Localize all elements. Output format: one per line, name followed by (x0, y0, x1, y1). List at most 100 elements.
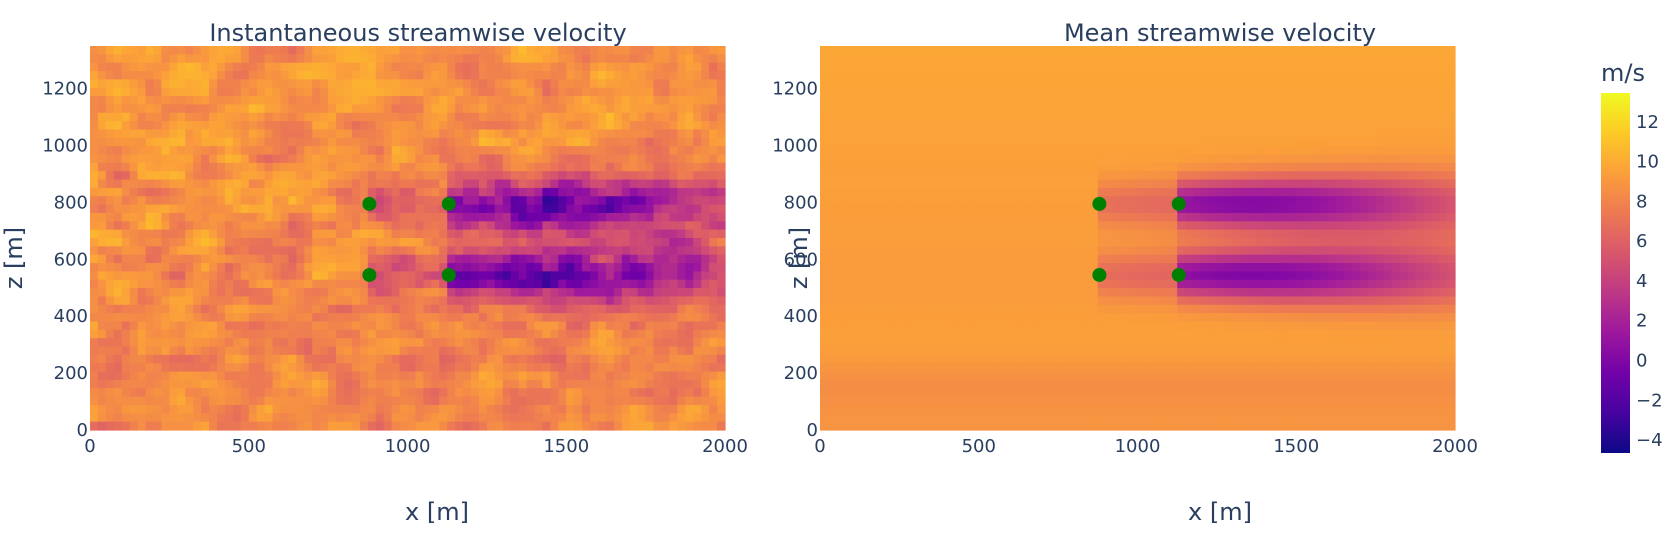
turbine-marker (362, 267, 377, 282)
heatmap-cell (97, 129, 107, 139)
heatmap-cell (1018, 96, 1027, 106)
heatmap-cell (621, 379, 631, 389)
heatmap-cell (661, 413, 671, 423)
heatmap-cell (193, 79, 202, 89)
heatmap-cell (145, 221, 155, 231)
heatmap-cell (217, 196, 226, 206)
heatmap-cell (1137, 54, 1147, 64)
heatmap-cell (629, 238, 639, 247)
heatmap-cell (224, 212, 234, 222)
heatmap-cell (423, 296, 432, 306)
heatmap-cell (1177, 162, 1186, 172)
heatmap-cell (550, 413, 559, 423)
heatmap-cell (153, 404, 163, 414)
heatmap-cell (574, 62, 583, 72)
heatmap-cell (280, 413, 290, 423)
heatmap-cell (677, 104, 686, 114)
heatmap-cell (605, 46, 615, 55)
heatmap-cell (867, 71, 877, 80)
heatmap-cell (1097, 62, 1107, 72)
heatmap-cell (399, 371, 409, 381)
heatmap-cell (145, 62, 155, 72)
heatmap-cell (1089, 112, 1099, 122)
heatmap-cell (590, 121, 599, 131)
heatmap-cell (534, 229, 544, 239)
heatmap-cell (1264, 112, 1274, 122)
heatmap-cell (431, 221, 440, 231)
heatmap-cell (193, 87, 202, 97)
heatmap-cell (986, 171, 996, 181)
heatmap-cell (1320, 87, 1329, 97)
heatmap-cell (1232, 154, 1242, 164)
heatmap-cell (502, 271, 512, 281)
heatmap-cell (217, 421, 226, 431)
heatmap-cell (1320, 146, 1329, 156)
heatmap-cell (605, 146, 615, 156)
heatmap-cell (494, 204, 504, 214)
heatmap-cell (677, 79, 686, 89)
heatmap-cell (835, 62, 845, 72)
heatmap-cell (90, 87, 99, 97)
heatmap-cell (574, 171, 583, 181)
heatmap-cell (137, 71, 147, 80)
heatmap-cell (375, 62, 385, 72)
heatmap-cell (224, 54, 234, 64)
heatmap-cell (439, 388, 448, 398)
heatmap-cell (613, 413, 623, 423)
heatmap-cell (312, 254, 321, 264)
heatmap-cell (391, 371, 401, 381)
heatmap-cell (621, 404, 631, 414)
heatmap-cell (336, 304, 345, 314)
heatmap-cell (590, 379, 599, 389)
heatmap-cell (590, 354, 599, 364)
heatmap-cell (629, 379, 639, 389)
heatmap-cell (605, 246, 615, 256)
heatmap-cell (463, 71, 472, 80)
heatmap-cell (1097, 129, 1107, 139)
heatmap-cell (590, 204, 599, 214)
heatmap-cell (359, 204, 369, 214)
heatmap-cell (375, 112, 385, 122)
heatmap-cell (613, 296, 623, 306)
heatmap-cell (121, 154, 131, 164)
heatmap-cell (574, 346, 583, 356)
heatmap-cell (1177, 87, 1186, 97)
heatmap-cell (145, 371, 155, 381)
heatmap-cell (375, 254, 385, 264)
heatmap-cell (288, 46, 297, 55)
heatmap-cell (328, 62, 337, 72)
heatmap-cell (463, 379, 472, 389)
heatmap-cell (629, 54, 639, 64)
heatmap-cell (1216, 96, 1226, 106)
heatmap-cell (629, 338, 639, 348)
heatmap-cell (1439, 137, 1448, 147)
heatmap-cell (574, 71, 583, 80)
left-y-axis-label: z [m] (0, 227, 28, 289)
heatmap-cell (1328, 79, 1337, 89)
heatmap-cell (820, 96, 829, 106)
heatmap-cell (280, 388, 290, 398)
heatmap-cell (256, 196, 266, 206)
heatmap-cell (1359, 154, 1369, 164)
heatmap-cell (867, 96, 877, 106)
heatmap-cell (566, 338, 575, 348)
heatmap-cell (153, 321, 163, 331)
heatmap-cell (486, 104, 496, 114)
heatmap-cell (423, 187, 432, 197)
heatmap-cell (407, 388, 417, 398)
heatmap-cell (447, 104, 456, 114)
heatmap-cell (962, 171, 972, 181)
heatmap-cell (645, 104, 655, 114)
heatmap-cell (344, 321, 353, 331)
heatmap-cell (359, 229, 369, 239)
heatmap-cell (590, 321, 599, 331)
heatmap-cell (264, 279, 274, 289)
heatmap-cell (534, 288, 544, 298)
heatmap-cell (439, 112, 448, 122)
heatmap-cell (1375, 171, 1385, 181)
heatmap-cell (542, 137, 551, 147)
heatmap-cell (1097, 121, 1107, 131)
heatmap-cell (598, 379, 607, 389)
heatmap-cell (471, 413, 480, 423)
heatmap-cell (923, 154, 932, 164)
